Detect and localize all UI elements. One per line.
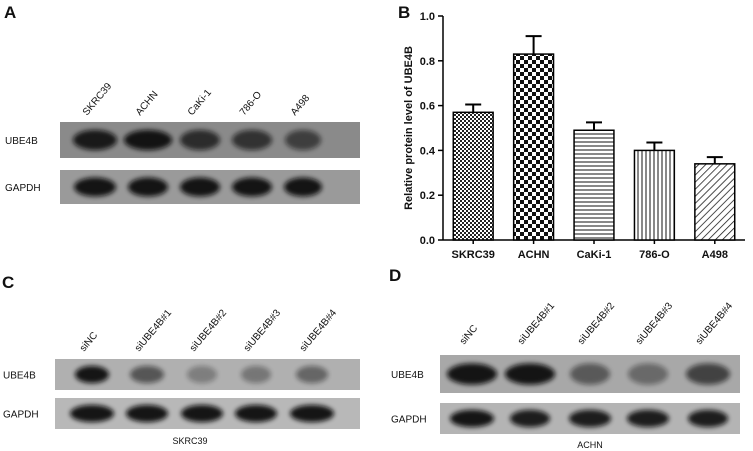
lane-label: ACHN: [134, 89, 161, 118]
lane-label: siNC: [458, 323, 480, 347]
blot-band: [290, 404, 334, 423]
lane-label: SKRC39: [81, 81, 115, 118]
blot-band: [232, 129, 272, 151]
row-label: UBE4B: [3, 371, 36, 382]
blot-band: [70, 404, 114, 423]
lane-label: siUBE4B#2: [576, 300, 618, 347]
blot-band: [628, 363, 668, 385]
panel-letter: A: [4, 3, 16, 22]
x-tick-label: 786-O: [639, 249, 670, 261]
lane-label: siUBE4B#3: [634, 300, 676, 347]
panel-letter: D: [389, 266, 401, 285]
bar: [512, 53, 555, 241]
lane-label: 786-O: [238, 89, 264, 118]
lane-label: siUBE4B#4: [298, 307, 340, 354]
error-bar: [706, 156, 723, 164]
error-bar: [586, 121, 602, 131]
bar: [573, 129, 615, 241]
bar: [633, 149, 676, 241]
lane-label: siUBE4B#4: [694, 300, 736, 347]
row-label: UBE4B: [5, 136, 38, 147]
blot-caption: SKRC39: [172, 436, 207, 446]
y-tick-label: 0.2: [420, 190, 435, 202]
y-tick-label: 0.0: [420, 235, 435, 247]
y-axis-label: Relative protein level of UBE4B: [403, 46, 415, 210]
blot-band: [284, 177, 322, 197]
blot-band: [181, 404, 223, 423]
blot-band: [180, 129, 220, 151]
lane-label: siUBE4B#2: [188, 307, 230, 354]
blot-band: [73, 129, 117, 151]
blot-band: [505, 363, 555, 385]
bar: [452, 111, 494, 241]
blot-band: [569, 409, 611, 428]
blot-band: [570, 363, 610, 385]
blot-band: [126, 404, 168, 423]
blot-band: [296, 365, 328, 384]
row-label: GAPDH: [391, 415, 427, 426]
y-tick-label: 0.8: [420, 56, 435, 68]
blot-band: [130, 365, 164, 384]
blot-band: [235, 404, 277, 423]
row-label: GAPDH: [3, 410, 39, 421]
blot-caption: ACHN: [577, 440, 603, 450]
bar-chart: 0.0 0.2 0.4 0.6 0.8 1.0 SKRC39 ACHN CaKi-1 786-O A…: [420, 11, 745, 261]
lane-label: siNC: [78, 330, 100, 354]
blot-band: [75, 365, 109, 384]
panel-letter: B: [398, 3, 410, 22]
row-label: GAPDH: [5, 183, 41, 194]
blot-band: [180, 177, 220, 197]
blot-band: [232, 177, 272, 197]
blot-band: [450, 409, 494, 428]
lane-label: siUBE4B#1: [133, 307, 175, 354]
row-label: UBE4B: [391, 370, 424, 381]
error-bar: [525, 35, 542, 55]
panel-letter: C: [2, 273, 14, 292]
blot-band: [74, 177, 116, 197]
x-tick-label: ACHN: [518, 249, 550, 261]
blot-band: [447, 363, 497, 385]
lane-label: siUBE4B#1: [516, 300, 558, 347]
lane-label: A498: [289, 93, 313, 118]
blot-band: [688, 409, 728, 428]
x-tick-label: CaKi-1: [577, 249, 612, 261]
error-bar: [465, 103, 482, 113]
y-tick-label: 1.0: [420, 11, 435, 23]
error-bar: [646, 141, 663, 151]
lane-label: CaKi-1: [186, 87, 214, 118]
x-tick-label: A498: [702, 249, 728, 261]
y-tick-label: 0.6: [420, 101, 435, 113]
bar: [694, 163, 736, 241]
x-tick-label: SKRC39: [451, 249, 494, 261]
blot-band: [510, 409, 550, 428]
blot-band: [627, 409, 669, 428]
blot-band: [686, 363, 730, 385]
blot-band: [128, 177, 168, 197]
lane-label: siUBE4B#3: [242, 307, 284, 354]
blot-band: [124, 129, 172, 151]
blot-band: [241, 365, 271, 384]
blot-band: [285, 129, 321, 151]
y-tick-label: 0.4: [420, 145, 436, 157]
blot-band: [187, 365, 217, 384]
